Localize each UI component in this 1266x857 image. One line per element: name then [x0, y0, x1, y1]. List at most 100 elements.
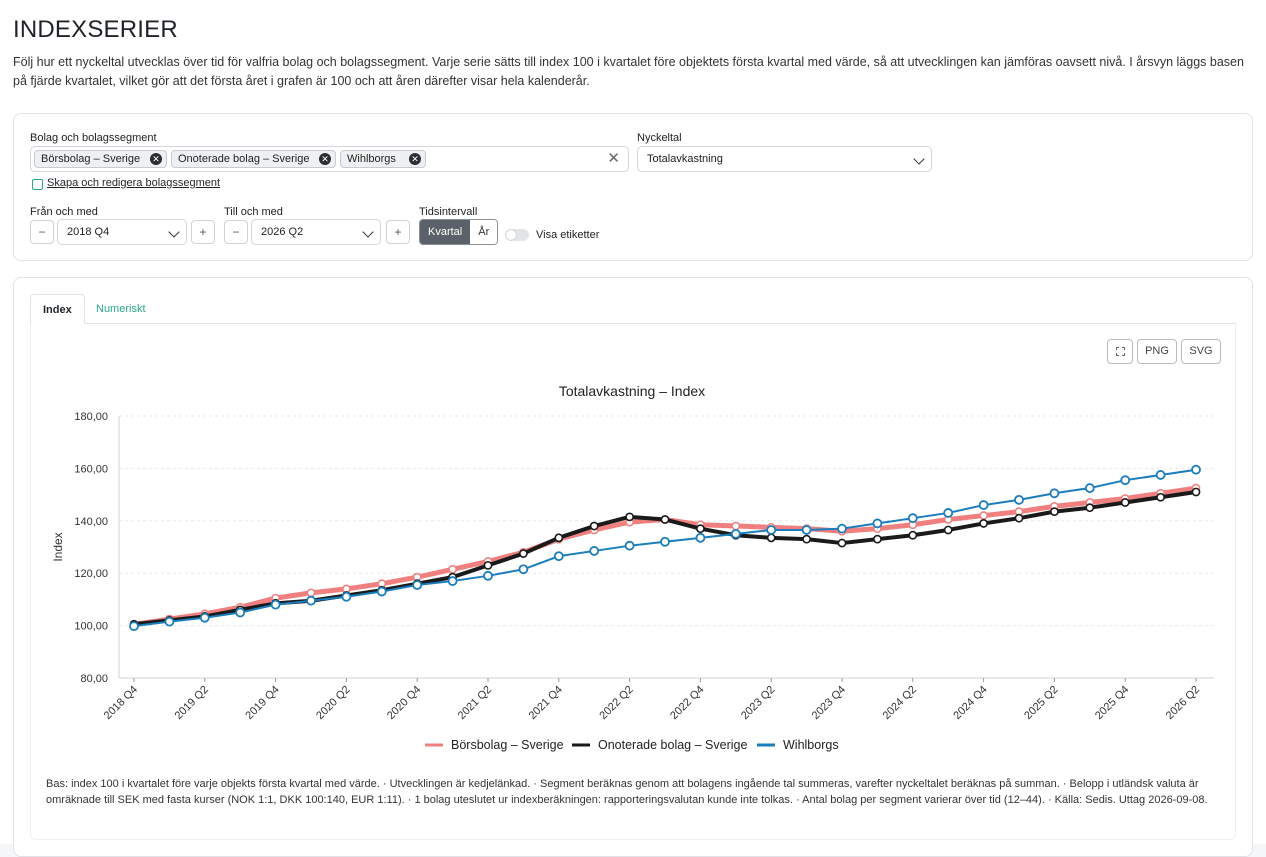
legend-label[interactable]: Onoterade bolag – Sverige [598, 738, 747, 752]
data-point[interactable] [1014, 513, 1024, 523]
legend-label[interactable]: Wihlborgs [783, 738, 839, 752]
data-point[interactable] [589, 521, 599, 531]
export-svg-button[interactable]: SVG [1181, 339, 1221, 364]
tab-numeric[interactable]: Numeriskt [96, 303, 146, 315]
clear-all-icon[interactable]: ✕ [607, 150, 620, 167]
export-png-button[interactable]: PNG [1137, 339, 1177, 364]
to-label: Till och med [224, 206, 283, 218]
fullscreen-button[interactable] [1107, 339, 1133, 364]
data-point[interactable] [625, 512, 634, 522]
data-point[interactable] [519, 549, 528, 558]
data-point[interactable] [979, 519, 988, 528]
data-point[interactable] [589, 546, 600, 556]
data-point[interactable] [553, 551, 564, 562]
data-point[interactable] [483, 570, 493, 581]
y-axis-label: Index [51, 532, 65, 561]
to-decrement-button[interactable]: − [224, 220, 248, 244]
data-point[interactable] [1014, 494, 1024, 505]
data-point[interactable] [1085, 503, 1095, 513]
from-select[interactable]: 2018 Q4 [57, 219, 187, 245]
edit-icon [32, 179, 43, 190]
series-0 [129, 483, 1201, 629]
data-point[interactable] [1155, 470, 1166, 480]
data-point[interactable] [837, 538, 847, 548]
segments-label: Bolag och bolagssegment [30, 132, 157, 144]
chip-wihlborgs: Wihlborgs ✕ [340, 150, 426, 168]
data-point[interactable] [766, 525, 777, 535]
data-point[interactable] [801, 525, 812, 535]
data-point[interactable] [731, 521, 741, 531]
show-labels-toggle[interactable] [505, 229, 529, 241]
data-point[interactable] [164, 616, 175, 627]
x-tick-label: 2021 Q4 [527, 684, 565, 722]
data-point[interactable] [483, 560, 493, 570]
x-tick-label: 2024 Q2 [881, 684, 919, 722]
remove-chip-icon[interactable]: ✕ [409, 153, 421, 165]
tab-index[interactable]: Index [30, 294, 85, 324]
metric-value: Totalavkastning [647, 153, 723, 165]
data-point[interactable] [448, 564, 457, 574]
data-point[interactable] [554, 533, 564, 543]
data-point[interactable] [1191, 464, 1201, 475]
data-point[interactable] [235, 607, 246, 618]
chart-panel: Index Numeriskt PNG SVG Bas: index 100 i… [13, 277, 1253, 857]
chip-label: Wihlborgs [347, 153, 396, 165]
data-point[interactable] [376, 586, 387, 597]
data-point[interactable] [907, 513, 918, 524]
data-point[interactable] [518, 564, 529, 575]
data-point[interactable] [908, 530, 918, 540]
data-point[interactable] [1120, 498, 1130, 507]
data-point[interactable] [660, 515, 670, 524]
interval-year-button[interactable]: År [470, 220, 498, 244]
data-point[interactable] [766, 533, 776, 543]
x-tick-label: 2022 Q2 [597, 684, 635, 722]
data-point[interactable] [306, 595, 316, 606]
data-point[interactable] [306, 588, 316, 598]
data-point[interactable] [1156, 492, 1165, 502]
data-point[interactable] [1050, 507, 1059, 517]
data-point[interactable] [696, 524, 705, 534]
metric-select[interactable]: Totalavkastning [637, 146, 932, 172]
to-increment-button[interactable]: + [386, 220, 410, 244]
data-point[interactable] [412, 580, 423, 590]
legend-label[interactable]: Börsbolag – Sverige [451, 738, 564, 752]
data-point[interactable] [943, 525, 953, 535]
data-point[interactable] [199, 612, 210, 623]
data-point[interactable] [1084, 483, 1095, 493]
y-tick-label: 80,00 [80, 673, 108, 685]
data-point[interactable] [624, 540, 635, 551]
remove-chip-icon[interactable]: ✕ [150, 153, 162, 165]
data-point[interactable] [978, 500, 989, 510]
y-tick-label: 100,00 [74, 621, 108, 633]
data-point[interactable] [979, 511, 988, 520]
y-tick-label: 160,00 [74, 463, 108, 475]
data-point[interactable] [837, 523, 847, 534]
edit-segments-link[interactable]: Skapa och redigera bolagssegment [47, 177, 221, 189]
segments-multiselect[interactable]: Börsbolag – Sverige ✕ Onoterade bolag – … [30, 146, 629, 172]
data-point[interactable] [943, 508, 954, 518]
data-point[interactable] [660, 536, 670, 547]
fullscreen-icon [1115, 346, 1125, 356]
data-point[interactable] [873, 534, 882, 544]
data-point[interactable] [802, 534, 811, 544]
data-point[interactable] [1120, 475, 1131, 486]
to-select[interactable]: 2026 Q2 [251, 219, 381, 245]
from-decrement-button[interactable]: − [30, 220, 54, 244]
data-point[interactable] [695, 532, 706, 543]
from-increment-button[interactable]: + [191, 220, 215, 244]
data-point[interactable] [129, 621, 139, 632]
show-labels-label: Visa etiketter [536, 229, 600, 241]
data-point[interactable] [447, 576, 458, 586]
data-point[interactable] [1049, 488, 1060, 499]
data-point[interactable] [1191, 487, 1201, 497]
tab-content [30, 323, 1236, 840]
interval-quarter-button[interactable]: Kvartal [420, 220, 471, 244]
data-point[interactable] [730, 529, 741, 539]
data-point[interactable] [341, 591, 352, 602]
remove-chip-icon[interactable]: ✕ [319, 153, 331, 165]
page-title: INDEXSERIER [13, 16, 178, 43]
data-point[interactable] [270, 599, 281, 610]
data-point[interactable] [872, 518, 883, 529]
